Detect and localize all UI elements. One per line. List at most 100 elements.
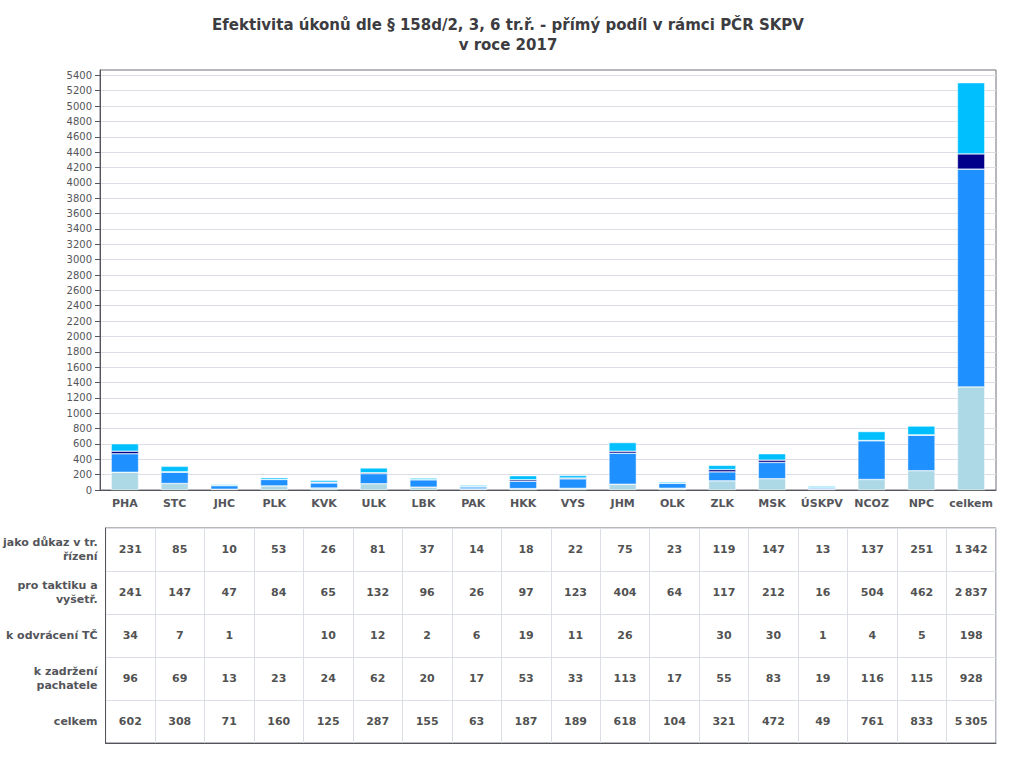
svg-text:jako důkaz v tr.: jako důkaz v tr.	[2, 536, 98, 549]
svg-text:49: 49	[815, 715, 830, 728]
svg-text:147: 147	[762, 543, 785, 556]
svg-text:113: 113	[614, 672, 637, 685]
svg-text:2400: 2400	[67, 300, 92, 311]
svg-text:321: 321	[712, 715, 735, 728]
svg-text:3600: 3600	[67, 208, 92, 219]
svg-text:231: 231	[119, 543, 142, 556]
svg-text:147: 147	[168, 586, 191, 599]
svg-text:5400: 5400	[67, 70, 92, 81]
svg-text:2800: 2800	[67, 270, 92, 281]
svg-text:833: 833	[910, 715, 933, 728]
svg-text:85: 85	[172, 543, 187, 556]
svg-text:STC: STC	[163, 497, 187, 510]
svg-text:1: 1	[225, 629, 233, 642]
svg-text:4600: 4600	[67, 131, 92, 142]
svg-text:602: 602	[119, 715, 142, 728]
svg-text:189: 189	[564, 715, 587, 728]
svg-text:81: 81	[370, 543, 385, 556]
svg-text:17: 17	[667, 672, 682, 685]
svg-text:PLK: PLK	[262, 497, 286, 510]
svg-text:18: 18	[518, 543, 533, 556]
svg-text:řízení: řízení	[63, 550, 99, 563]
svg-text:13: 13	[815, 543, 830, 556]
svg-text:97: 97	[518, 586, 533, 599]
svg-text:104: 104	[663, 715, 686, 728]
svg-text:Efektivita úkonů dle § 158d/2,: Efektivita úkonů dle § 158d/2, 3, 6 tr.ř…	[212, 15, 804, 34]
svg-text:115: 115	[910, 672, 933, 685]
svg-text:800: 800	[73, 423, 92, 434]
svg-text:2200: 2200	[67, 316, 92, 327]
svg-text:13: 13	[222, 672, 237, 685]
svg-text:20: 20	[419, 672, 435, 685]
svg-text:63: 63	[469, 715, 484, 728]
svg-text:462: 462	[910, 586, 933, 599]
svg-text:4800: 4800	[67, 116, 92, 127]
svg-text:155: 155	[416, 715, 439, 728]
svg-text:23: 23	[667, 543, 682, 556]
svg-text:1000: 1000	[67, 408, 92, 419]
svg-text:400: 400	[73, 454, 92, 465]
svg-text:241: 241	[119, 586, 142, 599]
svg-text:37: 37	[419, 543, 434, 556]
svg-text:251: 251	[910, 543, 933, 556]
svg-text:1: 1	[819, 629, 827, 642]
svg-text:3200: 3200	[67, 239, 92, 250]
svg-text:69: 69	[172, 672, 187, 685]
svg-text:160: 160	[267, 715, 290, 728]
svg-text:19: 19	[815, 672, 830, 685]
svg-text:116: 116	[861, 672, 884, 685]
svg-text:187: 187	[515, 715, 538, 728]
svg-text:OLK: OLK	[660, 497, 685, 510]
svg-text:4200: 4200	[67, 162, 92, 173]
svg-text:504: 504	[861, 586, 884, 599]
svg-text:vyšetř.: vyšetř.	[56, 593, 98, 606]
svg-text:137: 137	[861, 543, 884, 556]
svg-text:62: 62	[370, 672, 385, 685]
svg-text:JHC: JHC	[213, 497, 235, 510]
svg-text:47: 47	[222, 586, 237, 599]
svg-text:30: 30	[766, 629, 782, 642]
svg-text:ZLK: ZLK	[710, 497, 734, 510]
svg-text:119: 119	[712, 543, 735, 556]
svg-text:2000: 2000	[67, 331, 92, 342]
svg-text:34: 34	[123, 629, 139, 642]
svg-text:VYS: VYS	[561, 497, 585, 510]
svg-text:4: 4	[869, 629, 877, 642]
svg-text:1800: 1800	[67, 346, 92, 357]
svg-text:96: 96	[419, 586, 435, 599]
svg-text:2600: 2600	[67, 285, 92, 296]
svg-text:NCOZ: NCOZ	[854, 497, 889, 510]
svg-text:2 837: 2 837	[955, 586, 988, 599]
svg-text:1600: 1600	[67, 362, 92, 373]
svg-text:pro taktiku a: pro taktiku a	[17, 579, 97, 592]
svg-text:HKK: HKK	[510, 497, 537, 510]
svg-text:618: 618	[614, 715, 637, 728]
svg-text:472: 472	[762, 715, 785, 728]
svg-text:24: 24	[321, 672, 337, 685]
svg-text:132: 132	[366, 586, 389, 599]
svg-text:14: 14	[469, 543, 485, 556]
svg-text:761: 761	[861, 715, 884, 728]
svg-text:MSK: MSK	[758, 497, 786, 510]
svg-text:1400: 1400	[67, 377, 92, 388]
svg-text:123: 123	[564, 586, 587, 599]
svg-text:k odvrácení TČ: k odvrácení TČ	[6, 629, 98, 642]
svg-text:83: 83	[766, 672, 781, 685]
svg-text:PAK: PAK	[461, 497, 486, 510]
svg-text:30: 30	[716, 629, 732, 642]
svg-text:96: 96	[123, 672, 139, 685]
svg-text:600: 600	[73, 438, 92, 449]
svg-text:celkem: celkem	[54, 715, 98, 728]
svg-text:11: 11	[568, 629, 583, 642]
svg-text:53: 53	[271, 543, 286, 556]
svg-text:4400: 4400	[67, 147, 92, 158]
svg-text:pachatele: pachatele	[37, 679, 98, 692]
svg-text:5: 5	[918, 629, 926, 642]
svg-text:16: 16	[815, 586, 831, 599]
svg-text:KVK: KVK	[311, 497, 337, 510]
svg-text:71: 71	[222, 715, 237, 728]
svg-text:3400: 3400	[67, 223, 92, 234]
svg-text:26: 26	[469, 586, 485, 599]
svg-text:26: 26	[321, 543, 337, 556]
svg-text:3000: 3000	[67, 254, 92, 265]
